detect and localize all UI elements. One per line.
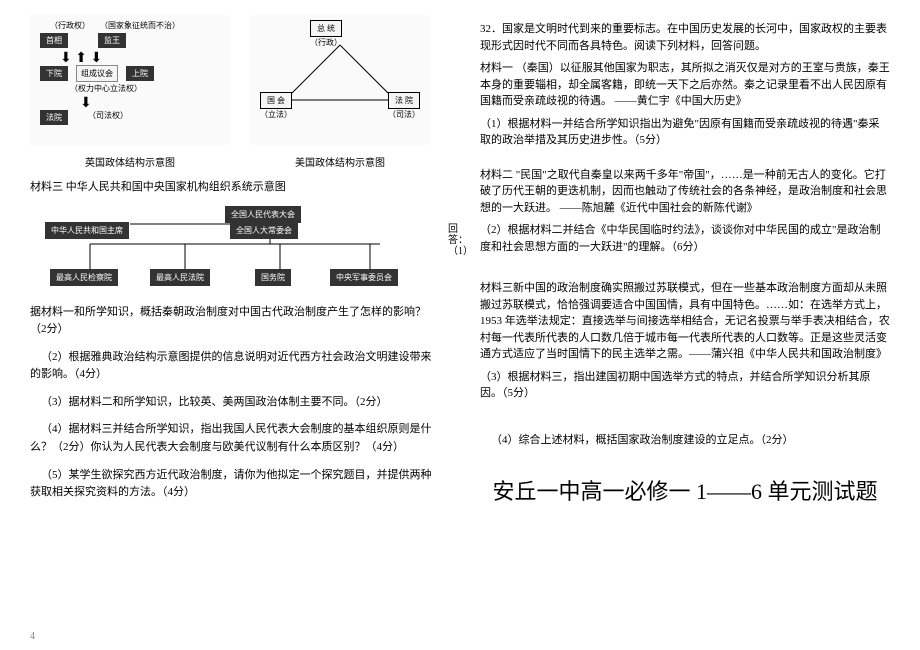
big-title: 安丘一中高一必修一 1——6 单元测试题 [480,474,890,506]
two-column-layout: （行政权） （国家象征统而不治） 首相 监王 ⬇ ⬆ ⬇ 下院 组成议会 上院 … [30,15,890,512]
china-military: 中央军事委员会 [330,269,398,286]
us-caption: 美国政体结构示意图 [250,154,430,169]
us-congress: 国 会 [260,92,292,109]
uk-node-upper: 上院 [126,66,154,81]
china-standing: 全国人大常委会 [230,222,298,239]
uk-node-parl: 组成议会 [76,65,118,82]
uk-label-1: （行政权） [50,20,90,31]
uk-diagram: （行政权） （国家象征统而不治） 首相 监王 ⬇ ⬆ ⬇ 下院 组成议会 上院 … [30,15,230,145]
us-diagram: 总 统 （行政） 国 会 （立法） 法 院 （司法） [250,15,430,145]
left-column: （行政权） （国家象征统而不治） 首相 监王 ⬇ ⬆ ⬇ 下院 组成议会 上院 … [30,15,440,512]
uk-label-2: （国家象征统而不治） [100,20,180,31]
diagram-row: （行政权） （国家象征统而不治） 首相 监王 ⬇ ⬆ ⬇ 下院 组成议会 上院 … [30,15,440,145]
uk-leg-label: （司法权） [88,110,128,125]
side-label: 回答：（1） [448,224,460,257]
china-council: 国务院 [255,269,291,286]
uk-node-leg: 法院 [40,110,68,125]
q1: 据材料一和所学知识，概括秦朝政治制度对中国古代政治制度产生了怎样的影响？（2分） [30,304,440,339]
china-diagram: 全国人民代表大会 中华人民共和国主席 全国人大常委会 最高人民检察院 最高人民法… [30,204,410,294]
uk-caption: 英国政体结构示意图 [30,154,230,169]
us-court: 法 院 [388,92,420,109]
us-congress-sub: （立法） [260,109,292,120]
us-court-sub: （司法） [388,109,420,120]
material2-q: （2）根据材料二并结合《中华民国临时约法》，谈谈你对中华民国的成立"是政治制度和… [480,222,890,255]
uk-mid-label: （权力中心立法权） [70,83,142,94]
us-president: 总 统 [310,20,342,37]
q2: （2）根据雅典政治结构示意图提供的信息说明对近代西方社会政治文明建设带来的影响。… [30,349,440,384]
china-npc: 全国人民代表大会 [225,206,301,223]
china-court: 最高人民法院 [150,269,210,286]
right-column: 32．国家是文明时代到来的重要标志。在中国历史发展的长河中，国家政权的主要表现形… [480,15,890,512]
uk-node-pm: 首相 [40,33,68,48]
q3: （3）据材料二和所学知识，比较英、美两国政治体制主要不同。（2分） [30,394,440,412]
q4: （4）据材料三并结合所学知识，指出我国人民代表大会制度的基本组织原则是什么？（2… [30,421,440,456]
material3: 材料三新中国的政治制度确实照搬过苏联模式，但在一些基本政治制度方面却从未照搬过苏… [480,280,890,363]
material1-q: （1）根据材料一并结合所学知识指出为避免"因原有国籍而受亲疏歧视的待遇"秦采取的… [480,116,890,149]
material1: 材料一 （秦国）以征服其他国家为职志，其所拟之消灭仅是对方的王室与贵族，秦王本身… [480,60,890,110]
page-number: 4 [30,631,35,642]
uk-node-king: 监王 [98,33,126,48]
material3-title: 材料三 中华人民共和国中央国家机构组织系统示意图 [30,179,440,196]
china-president: 中华人民共和国主席 [45,222,129,239]
material3-q: （3）根据材料三，指出建国初期中国选举方式的特点，并结合所学知识分析其原因。（5… [480,369,890,402]
q5: （5）某学生欲探究西方近代政治制度，请你为他拟定一个探究题目，并提供两种获取相关… [30,467,440,502]
china-procuratorate: 最高人民检察院 [50,269,118,286]
material2: 材料二 "民国"之取代自秦皇以来两千多年"帝国"，……是一种前无古人的变化。它打… [480,167,890,217]
q32-intro: 32．国家是文明时代到来的重要标志。在中国历史发展的长河中，国家政权的主要表现形… [480,21,890,54]
q4r: （4）综合上述材料，概括国家政治制度建设的立足点。（2分） [480,432,890,450]
uk-node-lower: 下院 [40,66,68,81]
